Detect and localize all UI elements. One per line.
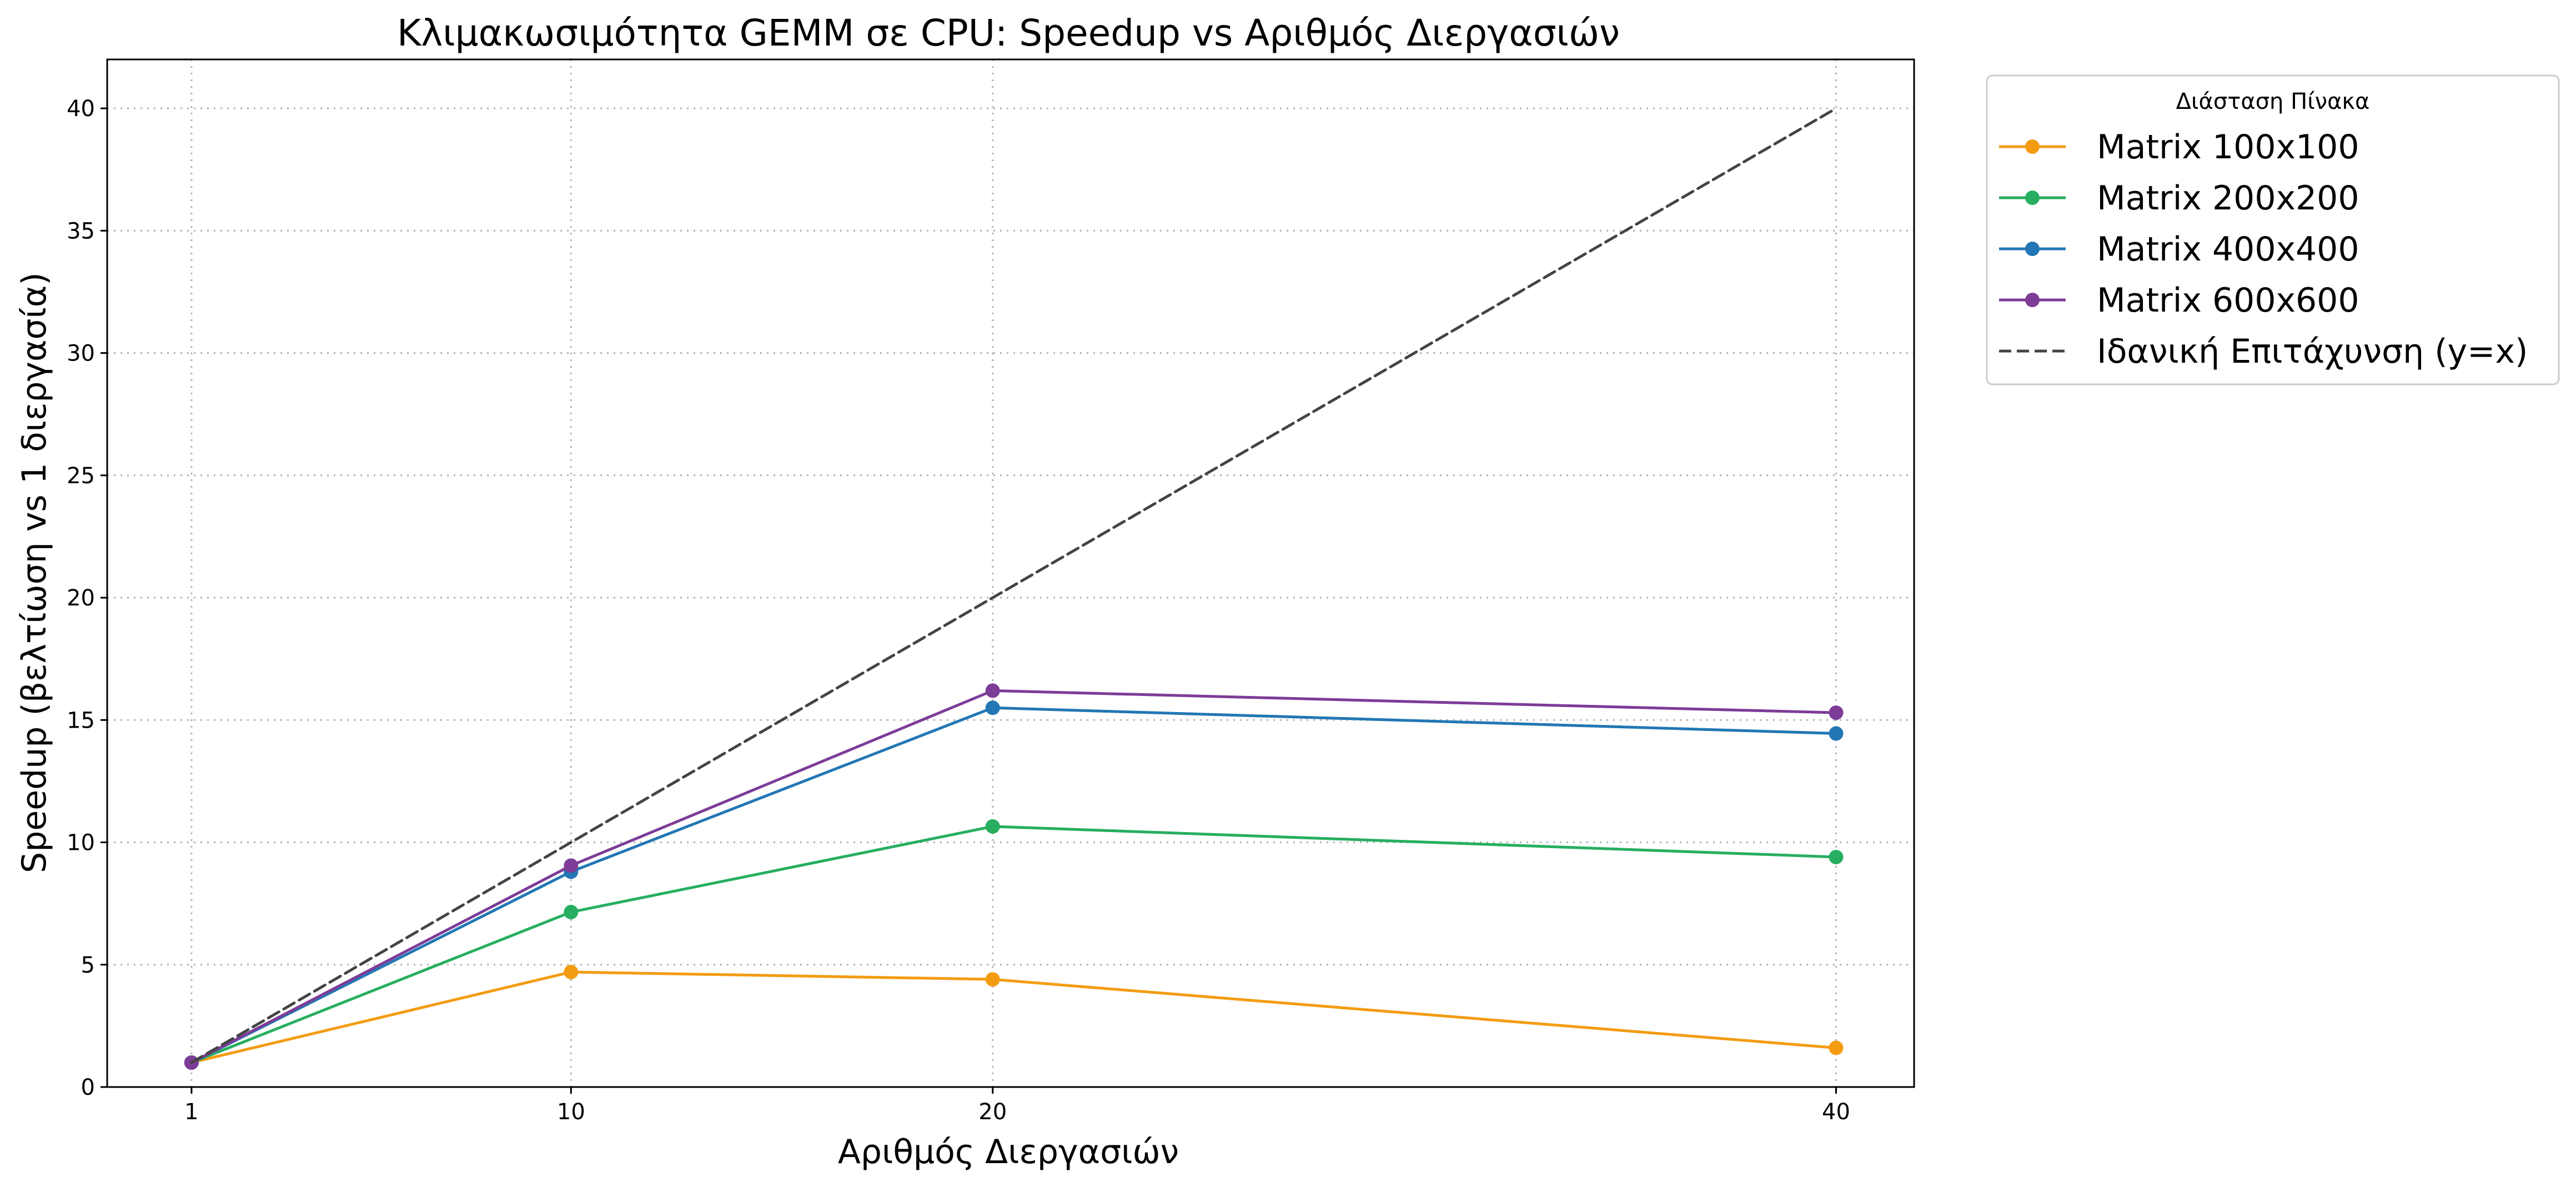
y-tick-label: 30 — [67, 341, 95, 367]
series-2 — [184, 819, 1844, 1070]
series-line — [190, 970, 1838, 1064]
y-tick-label: 0 — [81, 1075, 95, 1100]
series-1 — [184, 964, 1844, 1070]
series-5 — [190, 107, 1838, 1064]
data-point — [1829, 849, 1844, 864]
legend-label: Matrix 200x200 — [2097, 179, 2359, 218]
y-tick-label: 20 — [67, 585, 95, 611]
legend-item-3: Matrix 400x400 — [1999, 230, 2359, 269]
series-3 — [184, 700, 1844, 1070]
data-point — [1829, 726, 1844, 741]
legend-swatch-marker — [2025, 293, 2040, 307]
legend-item-5: Ιδανική Επιτάχυνση (y=x) — [1999, 332, 2528, 371]
data-point — [985, 700, 1000, 715]
data-point — [985, 972, 1000, 987]
y-tick-label: 15 — [67, 708, 95, 733]
legend-label: Ιδανική Επιτάχυνση (y=x) — [2097, 332, 2528, 371]
data-point — [1829, 705, 1844, 720]
series-line — [190, 689, 1838, 1064]
data-point — [564, 905, 579, 920]
legend-item-1: Matrix 100x100 — [1999, 128, 2359, 167]
grid — [107, 59, 1914, 1088]
series-line — [190, 825, 1838, 1064]
y-tick-label: 25 — [67, 463, 95, 489]
legend-label: Matrix 400x400 — [2097, 230, 2359, 269]
y-tick-label: 10 — [67, 830, 95, 856]
legend-label: Matrix 600x600 — [2097, 281, 2359, 320]
x-axis-label: Αριθμός Διεργασιών — [838, 1133, 1179, 1171]
data-point — [564, 964, 579, 979]
legend-box — [1986, 74, 2560, 385]
legend: Διάσταση Πίνακα Matrix 100x100 Matrix 200… — [1986, 74, 2560, 385]
data-point — [985, 819, 1000, 834]
x-tick-label: 10 — [557, 1099, 585, 1125]
y-tick-label: 5 — [81, 953, 95, 978]
series-line — [190, 107, 1838, 1064]
y-axis-label: Speedup (βελτίωση vs 1 διεργασία) — [15, 272, 54, 873]
data-point — [564, 858, 579, 873]
y-tick-label: 40 — [67, 96, 95, 122]
y-tick-label: 35 — [67, 218, 95, 244]
plot-frame — [106, 58, 1915, 1088]
series-line — [190, 706, 1838, 1064]
axis-ticks: 1 10 20 40 0 5 10 15 20 25 30 35 40 — [67, 96, 1850, 1125]
x-tick-label: 40 — [1822, 1099, 1850, 1125]
legend-swatch-marker — [2025, 191, 2040, 205]
legend-swatch-marker — [2025, 242, 2040, 256]
data-point — [1829, 1040, 1844, 1055]
legend-item-2: Matrix 200x200 — [1999, 179, 2359, 218]
series-layer — [184, 107, 1844, 1070]
legend-title: Διάσταση Πίνακα — [2176, 89, 2370, 114]
legend-label: Matrix 100x100 — [2097, 128, 2359, 167]
data-point — [985, 683, 1000, 698]
chart-title: Κλιμακωσιμότητα GEMM σε CPU: Speedup vs … — [397, 12, 1620, 54]
legend-swatch-marker — [2025, 139, 2040, 154]
x-tick-label: 1 — [184, 1099, 198, 1125]
legend-item-4: Matrix 600x600 — [1999, 281, 2359, 320]
legend-items: Matrix 100x100 Matrix 200x200 Matrix 400x4… — [1999, 128, 2528, 371]
x-tick-label: 20 — [978, 1099, 1007, 1125]
series-4 — [184, 683, 1844, 1070]
